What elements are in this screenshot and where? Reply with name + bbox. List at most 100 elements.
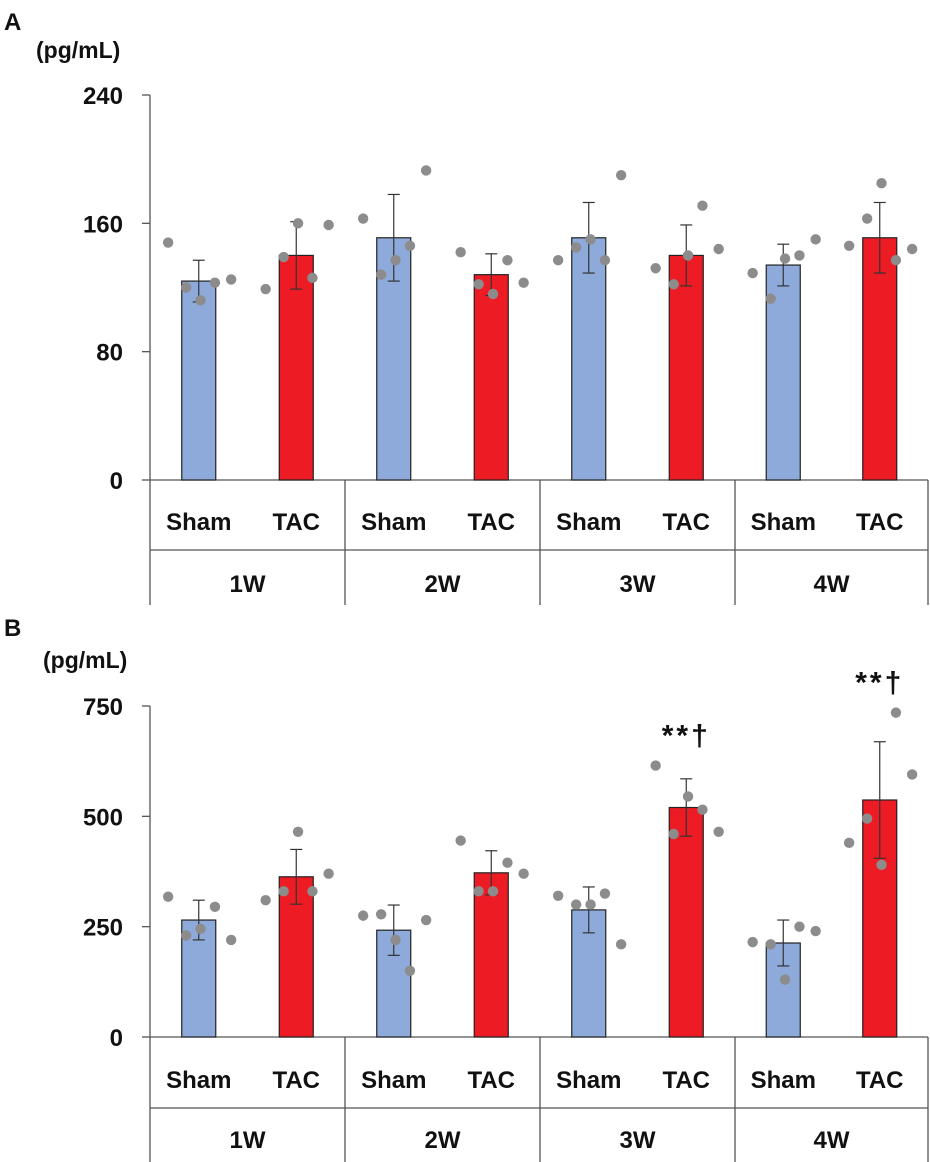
condition-label: TAC <box>467 509 515 536</box>
bar-tac-2w <box>473 872 509 1038</box>
data-point <box>794 250 805 261</box>
bar-tac-2w <box>473 274 509 481</box>
bar-sham-1w <box>181 280 217 481</box>
data-point <box>455 835 466 846</box>
data-point <box>682 791 694 802</box>
condition-label: Sham <box>166 509 231 536</box>
data-point <box>585 899 596 910</box>
data-point <box>473 886 484 897</box>
condition-label: TAC <box>856 1067 904 1094</box>
data-point <box>668 828 679 840</box>
condition-label: TAC <box>662 1067 710 1094</box>
data-point <box>473 279 484 290</box>
group-label: 1W <box>230 1127 266 1154</box>
data-point <box>390 934 401 946</box>
group-label: 2W <box>425 1127 461 1154</box>
condition-label: Sham <box>361 1067 426 1094</box>
condition-label: Sham <box>751 509 816 536</box>
bar-tac-3w <box>668 254 704 481</box>
data-point <box>225 934 237 946</box>
data-point <box>615 170 627 181</box>
y-tick-label: 160 <box>83 211 123 238</box>
data-point <box>599 255 611 266</box>
data-point <box>650 760 661 771</box>
data-point <box>810 925 821 937</box>
data-point <box>323 219 334 231</box>
data-point <box>420 165 432 176</box>
data-point <box>323 868 334 879</box>
data-point <box>260 283 271 295</box>
group-label: 3W <box>620 1127 656 1154</box>
data-point <box>292 218 304 229</box>
data-point <box>890 707 902 718</box>
group-label: 2W <box>425 571 461 598</box>
condition-label: TAC <box>662 509 710 536</box>
data-point <box>209 901 221 913</box>
condition-label: Sham <box>751 1067 816 1094</box>
data-point <box>307 272 318 284</box>
data-point <box>180 930 192 941</box>
data-point <box>552 890 564 901</box>
data-point <box>502 255 513 266</box>
data-point <box>420 914 432 926</box>
y-tick-label: 0 <box>110 1025 123 1052</box>
data-point <box>713 826 724 837</box>
data-point <box>404 240 416 251</box>
chart-panel-b: B (pg/mL) 0 250 500 750 1W Sham TAC 2W Sham TAC 3W Sh… <box>4 615 929 1162</box>
data-point <box>861 213 873 224</box>
y-axis-label: (pg/mL) <box>43 647 127 673</box>
condition-label: Sham <box>556 509 621 536</box>
significance-annotation: **† <box>855 667 904 700</box>
data-point <box>375 909 387 920</box>
bar-tac-3w <box>668 806 704 1038</box>
data-point <box>906 769 918 780</box>
data-point <box>357 910 369 921</box>
condition-label: Sham <box>556 1067 621 1094</box>
condition-label: Sham <box>166 1067 231 1094</box>
data-point <box>765 939 776 950</box>
data-point <box>455 247 466 258</box>
data-point <box>278 251 289 263</box>
panel-label: B <box>4 615 21 642</box>
data-point <box>810 234 821 245</box>
data-point <box>487 886 499 897</box>
data-point <box>570 899 582 910</box>
data-point <box>765 293 776 304</box>
data-point <box>162 891 174 902</box>
data-point <box>682 250 694 261</box>
y-axis-label: (pg/mL) <box>36 37 120 63</box>
data-point <box>650 263 661 274</box>
data-point <box>195 923 206 935</box>
significance-annotation: **† <box>662 720 711 753</box>
bar-tac-4w <box>862 237 898 481</box>
condition-label: TAC <box>272 509 320 536</box>
panel-label: A <box>4 9 21 36</box>
data-point <box>162 237 174 248</box>
data-point <box>599 888 611 899</box>
data-point <box>747 267 758 279</box>
data-point <box>225 274 237 285</box>
data-point <box>570 242 582 253</box>
data-point <box>502 857 513 868</box>
data-point <box>390 255 401 266</box>
data-point <box>487 288 499 300</box>
data-point <box>278 886 289 897</box>
condition-label: TAC <box>856 509 904 536</box>
data-point <box>260 894 271 906</box>
data-point <box>209 277 221 288</box>
data-point <box>906 243 918 255</box>
group-label: 4W <box>814 1127 850 1154</box>
y-tick-label: 240 <box>83 83 123 110</box>
data-point <box>180 282 192 293</box>
y-tick-label: 500 <box>83 804 123 831</box>
y-tick-label: 0 <box>110 468 123 495</box>
group-label: 4W <box>814 571 850 598</box>
chart-panel-a: A (pg/mL) 0 80 160 240 1W Sham TAC 2W Sham TAC 3W Sha… <box>4 9 929 605</box>
data-point <box>843 837 855 849</box>
data-point <box>615 939 627 950</box>
data-point <box>890 255 902 266</box>
data-point <box>307 886 318 897</box>
data-point <box>552 255 564 266</box>
bar-sham-3w <box>571 237 607 481</box>
